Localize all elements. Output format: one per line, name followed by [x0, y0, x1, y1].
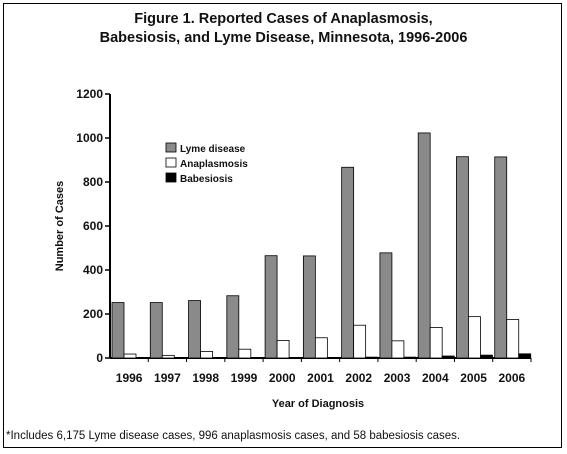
bar-anaplasmosis-2006: [506, 319, 520, 359]
x-tick-label: 1997: [154, 371, 181, 385]
bar-lyme-disease-1999: [226, 295, 240, 359]
plot-area: 0 200 400 600 800 1000 1200 1996 1997 1998 1999 200…: [76, 87, 532, 385]
y-tick-label: 600: [83, 219, 103, 233]
bar-anaplasmosis-1997: [161, 354, 175, 359]
legend: Lyme disease Anaplasmosis Babesiosis: [165, 142, 248, 185]
y-tick-label: 1000: [76, 131, 103, 145]
x-tick-label: 2005: [460, 371, 487, 385]
footnote: *Includes 6,175 Lyme disease cases, 996 …: [6, 430, 461, 442]
x-axis-title: Year of Diagnosis: [272, 398, 364, 410]
y-tick-label: 400: [83, 263, 103, 277]
legend-label-anaplasmosis: Anaplasmosis: [180, 159, 248, 170]
y-axis-title: Number of Cases: [54, 181, 66, 271]
chart-title: Figure 1. Reported Cases of Anaplasmosis…: [0, 10, 567, 48]
y-tick-label: 200: [83, 307, 103, 321]
bar-anaplasmosis-2004: [429, 327, 443, 359]
figure-frame: [3, 3, 562, 448]
bar-lyme-disease-2004: [417, 132, 431, 359]
bar-anaplasmosis-1996: [123, 353, 137, 359]
bar-babesiosis-2004: [441, 355, 455, 359]
x-tick-label: 1998: [192, 371, 219, 385]
x-tick-label: 2001: [307, 371, 334, 385]
bar-anaplasmosis-2002: [353, 324, 367, 359]
legend-label-babesiosis: Babesiosis: [180, 174, 233, 185]
bar-lyme-disease-1997: [149, 302, 163, 359]
bar-lyme-disease-2002: [341, 166, 355, 359]
bar-lyme-disease-2001: [302, 255, 316, 359]
x-tick-label: 1996: [116, 371, 143, 385]
bar-lyme-disease-2006: [494, 156, 508, 359]
x-tick-label: 2004: [422, 371, 449, 385]
bar-lyme-disease-2000: [264, 255, 278, 359]
bar-babesiosis-2006: [518, 353, 532, 359]
bar-lyme-disease-1996: [111, 302, 125, 359]
x-tick-label: 2006: [499, 371, 526, 385]
x-tick-label: 2002: [345, 371, 372, 385]
bar-anaplasmosis-2001: [314, 337, 328, 359]
bar-anaplasmosis-2005: [468, 316, 481, 359]
x-tick-label: 2003: [384, 371, 411, 385]
bar-anaplasmosis-2003: [391, 340, 405, 359]
bar-lyme-disease-2005: [456, 156, 469, 359]
bar-anaplasmosis-1999: [238, 348, 252, 359]
chart-title-line-1: Figure 1. Reported Cases of Anaplasmosis…: [134, 11, 433, 27]
y-tick-label: 800: [83, 175, 103, 189]
legend-swatch-lyme-disease: [165, 142, 177, 153]
bar-anaplasmosis-2000: [276, 339, 290, 359]
x-tick-label: 2000: [269, 371, 296, 385]
bar-lyme-disease-1998: [188, 300, 201, 359]
bar-lyme-disease-2003: [379, 252, 393, 359]
bar-babesiosis-2002: [365, 356, 379, 359]
legend-swatch-anaplasmosis: [165, 157, 177, 168]
bar-babesiosis-2003: [403, 356, 417, 359]
chart-title-line-2: Babesiosis, and Lyme Disease, Minnesota,…: [99, 30, 468, 46]
x-tick-label: 1999: [231, 371, 258, 385]
y-tick-label: 1200: [76, 87, 103, 101]
legend-swatch-babesiosis: [165, 172, 177, 183]
legend-label-lyme-disease: Lyme disease: [180, 144, 246, 155]
y-tick-label: 0: [96, 351, 103, 365]
bar-anaplasmosis-1998: [200, 350, 213, 359]
bar-babesiosis-2005: [480, 354, 493, 359]
